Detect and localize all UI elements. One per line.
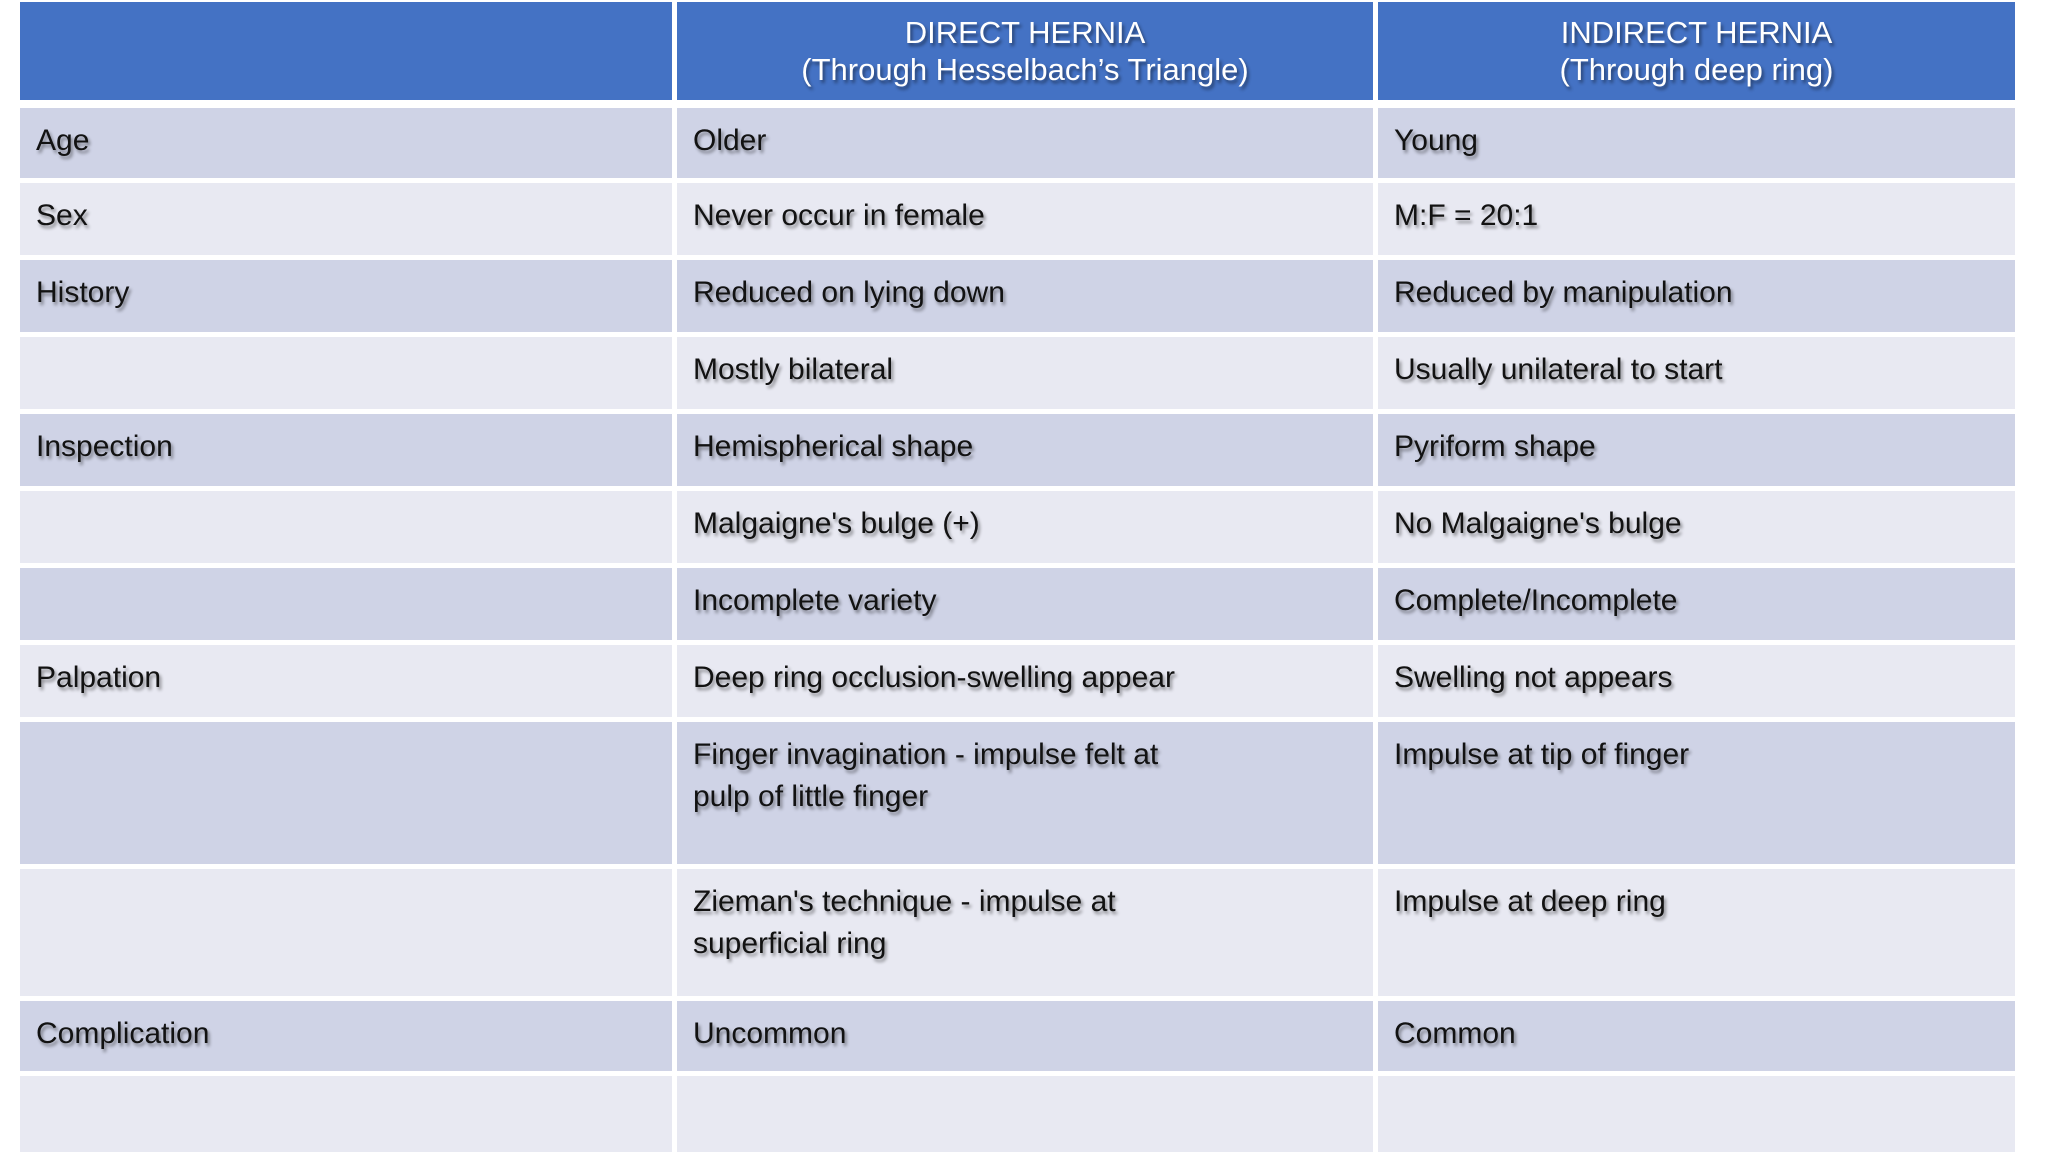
row-label — [20, 722, 672, 864]
direct-cell: Deep ring occlusion-swelling appear — [677, 645, 1373, 717]
indirect-cell: No Malgaigne's bulge — [1378, 491, 2015, 563]
table-row-empty — [20, 1076, 2015, 1152]
direct-cell: Older — [677, 108, 1373, 178]
indirect-cell: Common — [1378, 1001, 2015, 1071]
indirect-cell: Usually unilateral to start — [1378, 337, 2015, 409]
table-row-inspection-2: Malgaigne's bulge (+) No Malgaigne's bul… — [20, 491, 2015, 563]
indirect-cell: Pyriform shape — [1378, 414, 2015, 486]
indirect-cell: Impulse at tip of finger — [1378, 722, 2015, 864]
row-label: Inspection — [20, 414, 672, 486]
table-row-inspection-3: Incomplete variety Complete/Incomplete — [20, 568, 2015, 640]
row-label: Palpation — [20, 645, 672, 717]
table-row-palpation-2: Finger invagination - impulse felt at pu… — [20, 722, 2015, 864]
indirect-cell: Impulse at deep ring — [1378, 869, 2015, 996]
direct-cell: Mostly bilateral — [677, 337, 1373, 409]
row-label — [20, 568, 672, 640]
header-cell-empty — [20, 2, 672, 100]
table-row-complication: Complication Uncommon Common — [20, 1001, 2015, 1071]
header-cell-direct-hernia: DIRECT HERNIA (Through Hesselbach’s Tria… — [677, 2, 1373, 100]
row-label — [20, 869, 672, 996]
indirect-cell: Complete/Incomplete — [1378, 568, 2015, 640]
direct-cell: Malgaigne's bulge (+) — [677, 491, 1373, 563]
direct-cell: Incomplete variety — [677, 568, 1373, 640]
indirect-cell: M:F = 20:1 — [1378, 183, 2015, 255]
row-label — [20, 1076, 672, 1152]
table-row-inspection: Inspection Hemispherical shape Pyriform … — [20, 414, 2015, 486]
direct-cell: Reduced on lying down — [677, 260, 1373, 332]
direct-cell: Finger invagination - impulse felt at pu… — [677, 722, 1373, 864]
table-row-sex: Sex Never occur in female M:F = 20:1 — [20, 183, 2015, 255]
table-row-history: History Reduced on lying down Reduced by… — [20, 260, 2015, 332]
row-label: Sex — [20, 183, 672, 255]
table-row-palpation: Palpation Deep ring occlusion-swelling a… — [20, 645, 2015, 717]
table-row-palpation-3: Zieman's technique - impulse at superfic… — [20, 869, 2015, 996]
indirect-cell — [1378, 1076, 2015, 1152]
indirect-cell: Reduced by manipulation — [1378, 260, 2015, 332]
row-label: Complication — [20, 1001, 672, 1071]
direct-cell — [677, 1076, 1373, 1152]
table-header-row: DIRECT HERNIA (Through Hesselbach’s Tria… — [20, 2, 2015, 100]
direct-cell: Zieman's technique - impulse at superfic… — [677, 869, 1373, 996]
header-cell-indirect-hernia: INDIRECT HERNIA (Through deep ring) — [1378, 2, 2015, 100]
direct-cell: Hemispherical shape — [677, 414, 1373, 486]
table-row-age: Age Older Young — [20, 108, 2015, 178]
row-label — [20, 491, 672, 563]
indirect-cell: Young — [1378, 108, 2015, 178]
table-row-history-2: Mostly bilateral Usually unilateral to s… — [20, 337, 2015, 409]
row-label: History — [20, 260, 672, 332]
indirect-cell: Swelling not appears — [1378, 645, 2015, 717]
direct-cell: Uncommon — [677, 1001, 1373, 1071]
row-label — [20, 337, 672, 409]
direct-cell: Never occur in female — [677, 183, 1373, 255]
hernia-comparison-table: DIRECT HERNIA (Through Hesselbach’s Tria… — [20, 2, 2015, 1152]
row-label: Age — [20, 108, 672, 178]
